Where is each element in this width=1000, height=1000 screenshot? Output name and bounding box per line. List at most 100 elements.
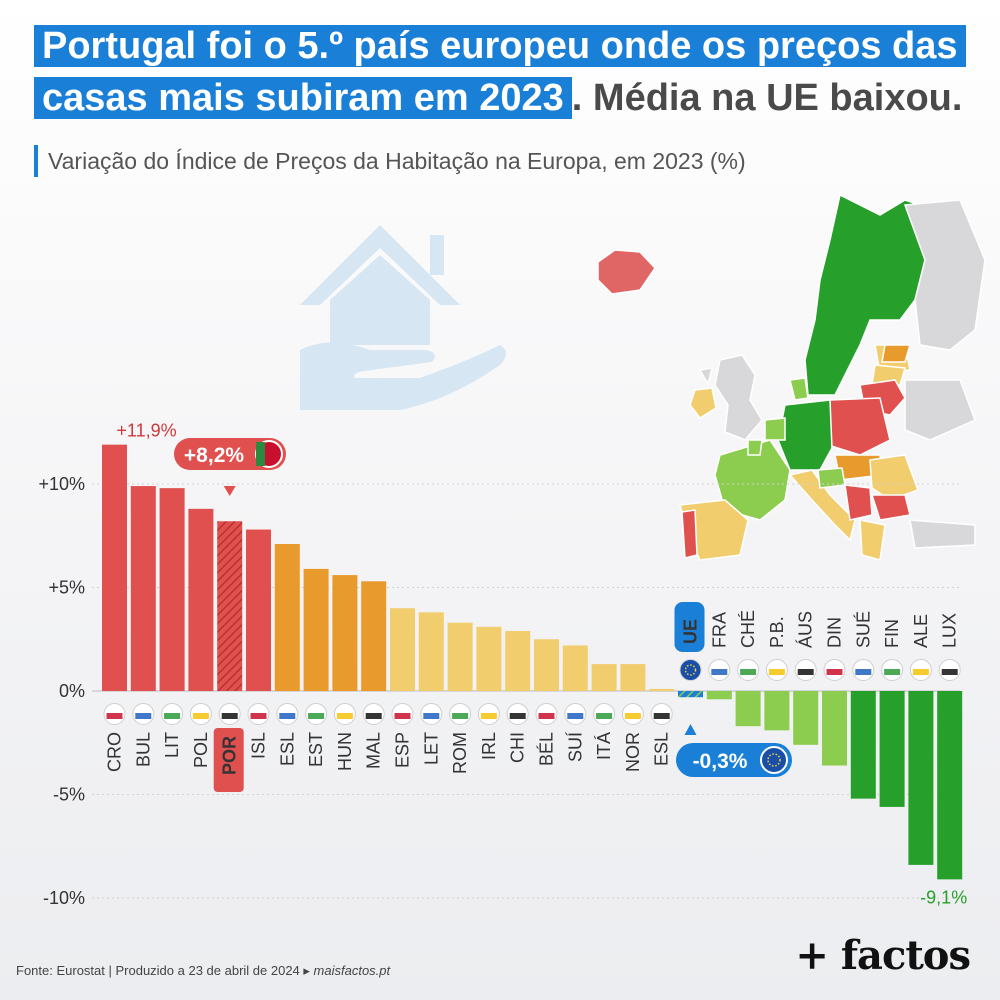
category-label: UE <box>681 619 701 644</box>
source-site-link[interactable]: maisfactos.pt <box>313 963 391 978</box>
bar-sué <box>850 691 876 799</box>
flag-icon <box>132 703 155 725</box>
headline-line-2-tail: . Média na UE baixou. <box>571 77 963 119</box>
y-tick-label: -10% <box>43 888 85 908</box>
flag-icon <box>103 703 126 725</box>
category-label: ÁUS <box>796 611 816 648</box>
bar-isl <box>246 529 271 691</box>
bar-ue <box>678 691 703 698</box>
bar-cro <box>102 444 127 691</box>
category-label: SUÍ <box>565 732 585 762</box>
eu-flag-icon <box>760 746 788 774</box>
bars <box>102 444 963 880</box>
category-label: ESL <box>652 732 672 766</box>
source-note: Fonte: Eurostat | Produzido a 23 de abri… <box>16 963 390 979</box>
headline: Portugal foi o 5.º país europeu onde os … <box>34 22 974 126</box>
category-label: MAL <box>364 732 384 769</box>
flag-icon <box>621 703 644 725</box>
category-label: ESL <box>277 732 297 766</box>
category-label: ISL <box>249 732 269 759</box>
eu-label-highlight <box>674 602 705 652</box>
bar-din <box>822 691 847 766</box>
flag-icon <box>535 703 558 725</box>
headline-line-2-highlight: casas mais subiram em 2023 <box>34 77 572 119</box>
category-label: DIN <box>825 617 845 648</box>
category-label: POR <box>220 736 240 775</box>
bar-fra <box>706 691 732 700</box>
bar-esp <box>390 608 415 691</box>
y-axis: +10% +5% 0% -5% -10% <box>38 474 85 908</box>
category-label: IRL <box>479 732 499 760</box>
y-tick-label: 0% <box>59 681 85 701</box>
category-label: ESP <box>393 732 413 768</box>
flag-icon <box>391 703 414 725</box>
flag-icon <box>794 659 817 681</box>
flag-icon <box>938 659 961 681</box>
category-label: FIN <box>882 619 902 648</box>
y-tick-label: +10% <box>38 474 85 494</box>
house-hand-icon <box>300 225 506 410</box>
category-label: CHÉ <box>738 610 758 648</box>
min-value-label: -9,1% <box>920 887 967 907</box>
flag-icon <box>506 703 529 725</box>
flag-icon <box>852 659 875 681</box>
flag-icon <box>420 703 443 725</box>
portugal-badge-value: +8,2% <box>184 444 244 467</box>
category-label: POL <box>191 732 211 768</box>
por-label-highlight <box>213 728 244 792</box>
flag-icon <box>218 703 241 725</box>
category-label: P.B. <box>767 616 787 648</box>
category-label: BUL <box>133 732 153 767</box>
category-label: BÉL <box>537 732 557 766</box>
flag-icon <box>333 703 356 725</box>
bar-por <box>217 521 243 691</box>
eu-pointer-icon <box>684 724 697 735</box>
flag-icon <box>679 659 702 681</box>
bar-esl <box>649 688 675 691</box>
category-label: SUÉ <box>853 611 873 648</box>
category-label: LET <box>421 732 441 765</box>
bar-est <box>303 568 329 691</box>
category-label: HUN <box>335 732 355 771</box>
bar-irl <box>476 626 502 691</box>
bar-ale <box>908 691 934 865</box>
flag-icon <box>593 703 616 725</box>
bar-hun <box>332 575 358 691</box>
flag-icon <box>823 659 846 681</box>
y-tick-label: +5% <box>48 578 85 598</box>
flag-icon <box>276 703 299 725</box>
bar-lux <box>937 691 963 880</box>
flag-icon <box>189 703 212 725</box>
category-labels: CRO BUL LIT POL POR ISL ESL EST HUN MAL ESP LET ROM I… <box>105 602 960 792</box>
source-text: Fonte: Eurostat | Produzido a 23 de abri… <box>16 963 314 978</box>
bar-esl <box>274 544 300 691</box>
bar-áus <box>793 691 819 745</box>
annotations: +11,9% -9,1% +8,2% -0,3% <box>116 421 967 908</box>
flag-icon <box>247 703 270 725</box>
flag-icon <box>909 659 932 681</box>
flag-icon <box>305 703 328 725</box>
eu-value-badge: -0,3% <box>676 743 792 777</box>
flag-icon <box>765 659 788 681</box>
category-label: CHI <box>508 732 528 763</box>
bar-itá <box>591 664 617 691</box>
flag-icon <box>161 703 184 725</box>
bar-p.b. <box>764 691 790 731</box>
flag-icon <box>708 659 731 681</box>
category-label: LUX <box>940 613 960 648</box>
bar-suí <box>562 645 588 691</box>
flag-icon <box>477 703 500 725</box>
category-label: CRO <box>105 732 125 772</box>
y-tick-label: -5% <box>53 785 85 805</box>
europe-map-icon <box>597 193 986 561</box>
bar-fin <box>879 691 905 807</box>
portugal-value-badge: +8,2% <box>174 438 286 470</box>
bar-bul <box>130 486 156 691</box>
category-label: ITÁ <box>594 732 614 760</box>
flag-icon <box>650 703 673 725</box>
flag-icon <box>362 703 385 725</box>
bar-nor <box>620 664 646 691</box>
flag-markers <box>103 659 961 725</box>
headline-line-1: Portugal foi o 5.º país europeu onde os … <box>34 25 966 67</box>
